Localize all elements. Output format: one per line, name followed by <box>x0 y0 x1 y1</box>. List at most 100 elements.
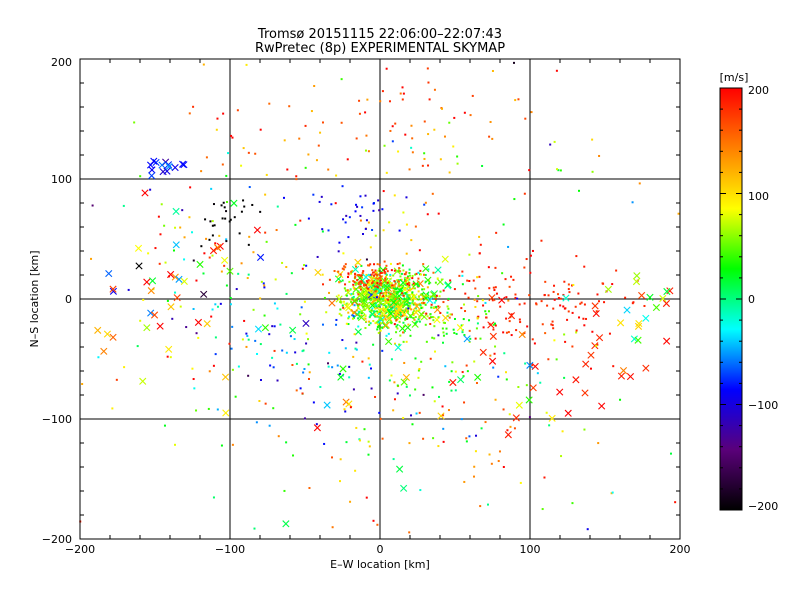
data-point <box>347 317 350 320</box>
data-point <box>354 283 357 286</box>
data-point <box>374 303 377 306</box>
marker-stroke <box>164 161 173 169</box>
data-point <box>365 284 368 287</box>
data-point-x-marker <box>426 296 434 304</box>
data-point <box>369 299 372 302</box>
data-point <box>502 465 505 468</box>
data-point <box>379 282 382 285</box>
data-point <box>448 171 451 174</box>
data-point-x-marker <box>351 265 360 274</box>
data-point <box>525 384 528 387</box>
data-point <box>402 294 405 297</box>
marker-stroke <box>376 314 384 322</box>
data-point <box>357 317 360 320</box>
data-point <box>450 370 453 373</box>
data-point <box>415 272 418 275</box>
data-point <box>508 413 511 416</box>
data-point <box>347 273 350 276</box>
data-point <box>669 452 672 455</box>
data-point <box>422 273 425 276</box>
data-point <box>677 212 680 215</box>
data-point <box>407 289 410 292</box>
data-point <box>400 278 403 281</box>
marker-stroke <box>179 160 187 168</box>
data-point <box>338 312 341 315</box>
data-point <box>445 327 448 330</box>
data-point-x-marker <box>410 293 418 301</box>
marker-stroke <box>354 328 362 336</box>
data-point <box>91 204 94 207</box>
marker-stroke <box>148 277 157 285</box>
data-point <box>342 252 345 255</box>
data-point <box>453 288 456 291</box>
marker-stroke <box>134 244 143 252</box>
marker-stroke <box>337 373 345 381</box>
data-point <box>283 139 286 142</box>
data-point <box>247 151 250 154</box>
data-point-x-marker <box>382 321 390 329</box>
data-point <box>302 349 305 352</box>
data-point <box>513 427 516 430</box>
data-point <box>246 277 249 280</box>
data-point <box>375 296 378 299</box>
data-point <box>514 293 517 296</box>
data-point-x-marker <box>148 277 157 285</box>
data-point <box>390 310 393 313</box>
data-point-x-marker <box>289 326 297 334</box>
data-point <box>399 92 402 95</box>
data-point <box>484 310 487 313</box>
data-point <box>246 334 249 337</box>
data-point <box>359 214 362 217</box>
data-point <box>374 395 377 398</box>
data-point <box>348 280 351 283</box>
data-point <box>308 487 311 490</box>
marker-stroke <box>591 302 599 310</box>
data-point <box>419 273 422 276</box>
data-point <box>243 319 246 322</box>
data-point <box>358 300 361 303</box>
marker-stroke <box>214 244 222 252</box>
data-point-x-marker <box>474 373 482 381</box>
data-point <box>597 300 600 303</box>
marker-stroke <box>403 276 412 284</box>
data-point <box>376 274 379 277</box>
data-point <box>465 437 468 440</box>
marker-stroke <box>254 325 263 333</box>
data-point <box>395 325 398 328</box>
data-point <box>578 316 581 319</box>
data-point <box>397 280 400 283</box>
data-point <box>402 340 405 343</box>
data-point <box>638 182 641 185</box>
data-point <box>307 153 310 156</box>
marker-stroke <box>512 414 520 422</box>
data-point <box>544 280 547 283</box>
data-point <box>339 308 342 311</box>
data-point-x-marker <box>221 373 230 381</box>
data-point-x-marker <box>368 301 377 310</box>
data-point <box>174 291 177 294</box>
data-point <box>583 265 586 268</box>
data-point <box>439 158 442 161</box>
data-point <box>265 173 268 176</box>
data-point <box>490 462 493 465</box>
data-point <box>222 112 225 115</box>
data-point <box>438 295 441 298</box>
data-point <box>348 216 351 219</box>
marker-stroke <box>163 167 171 175</box>
data-point <box>234 395 237 398</box>
data-point <box>389 305 392 308</box>
data-point <box>562 305 565 308</box>
data-point <box>369 263 372 266</box>
data-point <box>378 267 381 270</box>
data-point <box>384 277 387 280</box>
data-point <box>379 329 382 332</box>
data-point <box>363 299 366 302</box>
data-point <box>608 332 611 335</box>
data-point <box>328 351 331 354</box>
data-point-x-marker <box>335 295 343 303</box>
data-point <box>370 289 373 292</box>
data-point <box>553 284 556 287</box>
data-point <box>398 229 401 232</box>
data-point <box>295 362 298 365</box>
data-point <box>378 273 381 276</box>
